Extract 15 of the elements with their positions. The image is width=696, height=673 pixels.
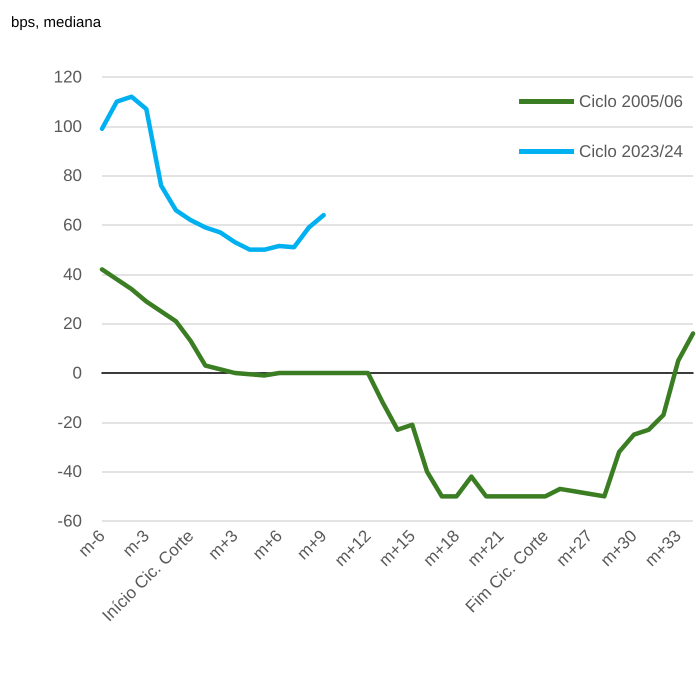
y-tick-label: 20	[63, 314, 82, 334]
legend-label: Ciclo 2005/06	[579, 92, 684, 111]
y-tick-label: 100	[54, 116, 82, 136]
y-tick-label: 120	[54, 68, 82, 86]
y-tick-label: 40	[63, 264, 82, 284]
chart-title: bps, mediana	[11, 14, 102, 31]
y-tick-label: 0	[72, 364, 82, 382]
y-tick-label: -40	[57, 462, 82, 482]
legend-label: Ciclo 2023/24	[579, 142, 684, 161]
y-tick-label: -20	[57, 412, 82, 432]
y-tick-label: 80	[63, 166, 82, 186]
x-tick-label: m-3	[118, 526, 154, 560]
y-tick-label: 60	[63, 216, 82, 234]
line-series	[100, 267, 696, 499]
line-series	[100, 94, 326, 252]
